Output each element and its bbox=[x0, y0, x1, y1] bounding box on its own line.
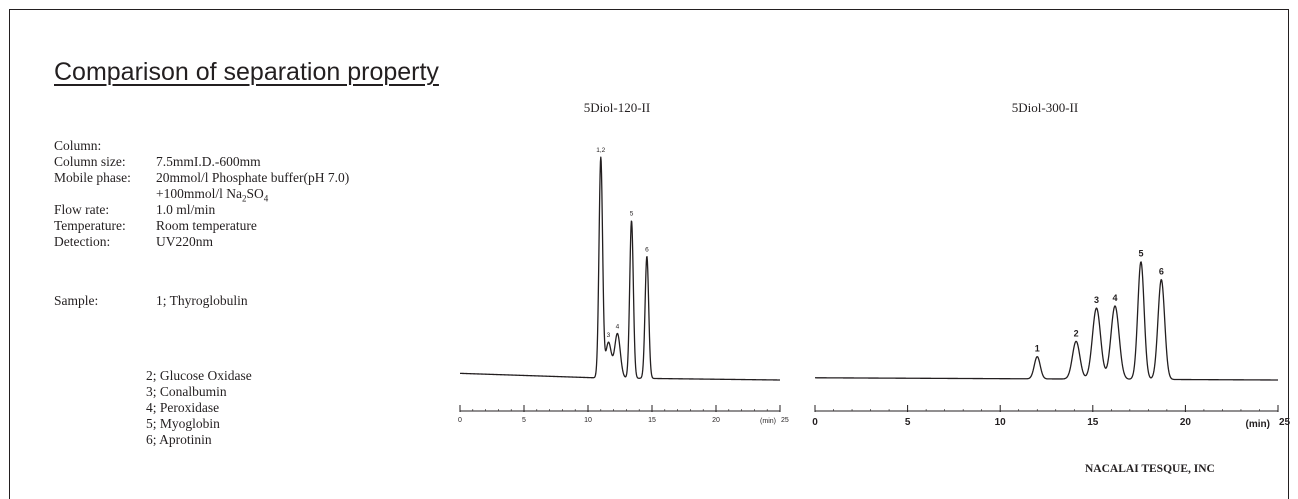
chart-title: 5Diol-120-II bbox=[584, 100, 650, 115]
chromatogram-trace bbox=[460, 157, 780, 380]
peak-label: 2 bbox=[1074, 328, 1079, 338]
x-tick-label: 0 bbox=[458, 417, 462, 424]
x-tick-label: 25 bbox=[781, 417, 789, 424]
peak-label: 5 bbox=[630, 211, 634, 218]
chart-title: 5Diol-300-II bbox=[1012, 100, 1078, 115]
x-unit-label: (min) bbox=[760, 418, 776, 425]
x-tick-label: 15 bbox=[648, 417, 656, 424]
peak-label: 5 bbox=[1138, 249, 1143, 259]
x-tick-label: 15 bbox=[1087, 417, 1099, 428]
peak-label: 4 bbox=[1113, 293, 1118, 303]
chromatogram-trace bbox=[815, 262, 1278, 380]
peak-label: 6 bbox=[645, 246, 649, 253]
x-tick-label: 5 bbox=[522, 417, 526, 424]
peak-label: 4 bbox=[616, 323, 620, 330]
x-unit-label: (min) bbox=[1246, 419, 1270, 430]
x-tick-label: 10 bbox=[584, 417, 592, 424]
peak-label: 6 bbox=[1159, 267, 1164, 277]
company-credit: NACALAI TESQUE, INC bbox=[1085, 463, 1215, 475]
peak-label: 3 bbox=[1094, 295, 1099, 305]
x-tick-label: 10 bbox=[995, 417, 1007, 428]
x-tick-label: 0 bbox=[812, 417, 818, 428]
peak-label: 3 bbox=[607, 332, 611, 339]
x-tick-label: 5 bbox=[905, 417, 911, 428]
x-tick-label: 25 bbox=[1279, 417, 1291, 428]
x-tick-label: 20 bbox=[1180, 417, 1192, 428]
peak-label: 1,2 bbox=[596, 147, 605, 154]
peak-label: 1 bbox=[1035, 344, 1040, 354]
x-tick-label: 20 bbox=[712, 417, 720, 424]
